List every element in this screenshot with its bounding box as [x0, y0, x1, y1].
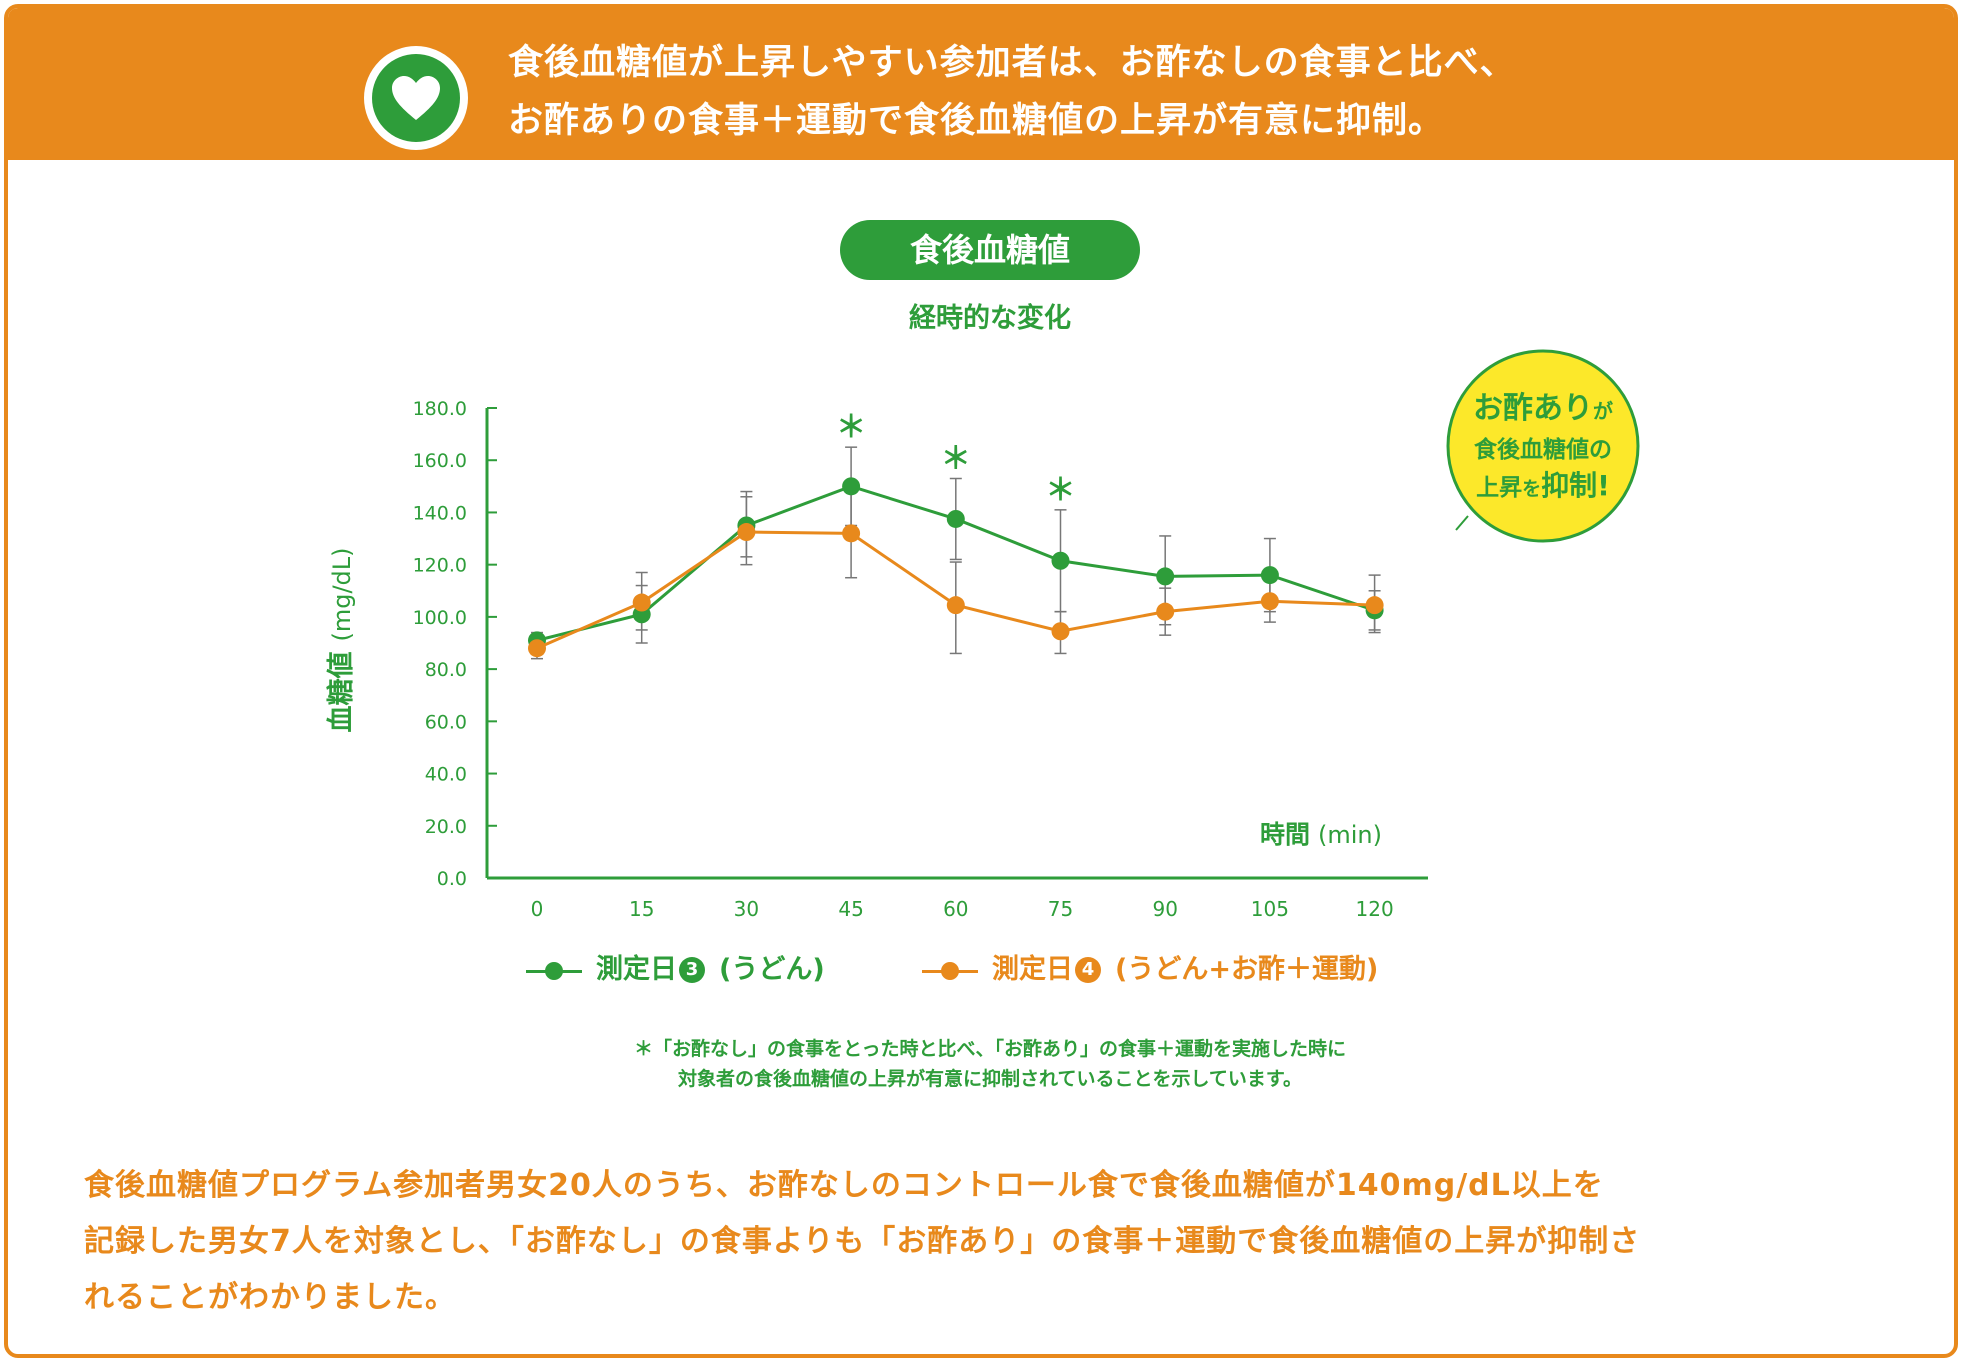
- data-point-2: [1365, 596, 1384, 615]
- legend-swatch-orange: [922, 961, 978, 981]
- data-point-2: [632, 593, 651, 612]
- chart-subtitle: 経時的な変化: [909, 303, 1071, 334]
- data-point-2: [842, 524, 861, 543]
- legend-series-1: 測定日 3 (うどん): [526, 950, 825, 990]
- legend-s1-post: (うどん): [719, 954, 825, 985]
- data-point-1: [946, 509, 965, 528]
- legend-series-2: 測定日 4 (うどん+お酢＋運動): [922, 950, 1378, 990]
- y-tick-label: 60.0: [425, 711, 467, 733]
- summary-line3: れることがわかりました。: [84, 1280, 456, 1315]
- data-point-1: [1051, 551, 1070, 570]
- note-line1: ＊「お酢なし」の食事をとった時と比べ、「お酢あり」の食事＋運動を実施した時に: [634, 1038, 1346, 1060]
- headline-banner: 食後血糖値が上昇しやすい参加者は、お酢なしの食事と比べ、 お酢ありの食事＋運動で…: [8, 8, 1954, 160]
- legend-s2-num: 4: [1075, 957, 1101, 983]
- data-point-2: [528, 639, 546, 658]
- legend-s2-post: (うどん+お酢＋運動): [1115, 954, 1379, 985]
- x-tick-label: 30: [734, 897, 759, 921]
- y-tick-label: 140.0: [413, 502, 467, 524]
- callout-badge: [1446, 349, 1640, 543]
- data-point-1: [842, 477, 861, 496]
- note-line2: 対象者の食後血糖値の上昇が有意に抑制されていることを示しています。: [678, 1068, 1302, 1090]
- callout-line2: 食後血糖値の: [1474, 437, 1612, 463]
- data-point-2: [1156, 602, 1175, 621]
- legend-s1-pre: 測定日: [596, 954, 677, 985]
- y-tick-label: 0.0: [437, 868, 467, 890]
- callout-line3-small: を: [1522, 478, 1542, 500]
- y-tick-label: 120.0: [413, 555, 467, 577]
- x-axis-label: 時間 (min): [1260, 820, 1382, 849]
- callout-line3-pre: 上昇: [1476, 475, 1523, 501]
- y-tick-label: 80.0: [425, 659, 467, 681]
- x-tick-label: 45: [838, 897, 863, 921]
- x-tick-label: 120: [1356, 897, 1394, 921]
- significance-mark: ＊: [1046, 473, 1076, 508]
- headline: 食後血糖値が上昇しやすい参加者は、お酢なしの食事と比べ、 お酢ありの食事＋運動で…: [508, 34, 1516, 150]
- x-axis-label-unit: (min): [1318, 821, 1382, 849]
- y-tick-label: 100.0: [413, 607, 467, 629]
- summary-line2: 記録した男女7人を対象とし、「お酢なし」の食事よりも「お酢あり」の食事＋運動で食…: [84, 1224, 1641, 1259]
- data-point-1: [1260, 566, 1279, 585]
- x-axis-label-main: 時間: [1260, 820, 1310, 849]
- legend-s1-num: 3: [679, 957, 705, 983]
- legend-s2-pre: 測定日: [992, 954, 1073, 985]
- x-tick-label: 105: [1251, 897, 1289, 921]
- x-tick-label: 0: [531, 897, 544, 921]
- y-tick-label: 20.0: [425, 816, 467, 838]
- y-axis-label-unit: (mg/dL): [328, 547, 356, 641]
- x-tick-label: 75: [1048, 897, 1073, 921]
- heart-badge: [364, 46, 468, 150]
- heart-icon: [392, 76, 440, 120]
- significance-note: ＊「お酢なし」の食事をとった時と比べ、「お酢あり」の食事＋運動を実施した時に 対…: [480, 1034, 1500, 1094]
- y-tick-label: 180.0: [413, 398, 467, 420]
- y-axis-label: 血糖値 (mg/dL): [325, 547, 357, 732]
- data-point-2: [946, 596, 965, 615]
- significance-mark: ＊: [836, 410, 866, 445]
- data-point-1: [1156, 567, 1175, 586]
- data-point-2: [737, 523, 756, 542]
- callout-line1-small: が: [1593, 399, 1613, 423]
- legend-swatch-green: [526, 961, 582, 981]
- summary-line1: 食後血糖値プログラム参加者男女20人のうち、お酢なしのコントロール食で食後血糖値…: [84, 1168, 1604, 1203]
- y-axis-label-main: 血糖値: [325, 652, 357, 733]
- callout-line1-main: お酢あり: [1473, 391, 1593, 426]
- x-tick-label: 60: [943, 897, 968, 921]
- data-point-2: [1051, 622, 1070, 641]
- headline-line1: 食後血糖値が上昇しやすい参加者は、お酢なしの食事と比べ、: [508, 43, 1516, 83]
- x-tick-label: 15: [629, 897, 654, 921]
- significance-mark: ＊: [941, 442, 971, 477]
- summary-text: 食後血糖値プログラム参加者男女20人のうち、お酢なしのコントロール食で食後血糖値…: [84, 1158, 1884, 1326]
- summary-card: 食後血糖値が上昇しやすい参加者は、お酢なしの食事と比べ、 お酢ありの食事＋運動で…: [4, 4, 1958, 1358]
- chart-title: 食後血糖値: [840, 220, 1140, 280]
- data-point-2: [1260, 592, 1279, 611]
- y-tick-label: 160.0: [413, 450, 467, 472]
- x-tick-label: 90: [1152, 897, 1177, 921]
- callout-line3-big: 抑制!: [1541, 469, 1610, 502]
- callout-text: お酢ありが 食後血糖値の 上昇を抑制!: [1438, 388, 1648, 507]
- headline-line2: お酢ありの食事＋運動で食後血糖値の上昇が有意に抑制。: [508, 101, 1445, 141]
- y-tick-label: 40.0: [425, 764, 467, 786]
